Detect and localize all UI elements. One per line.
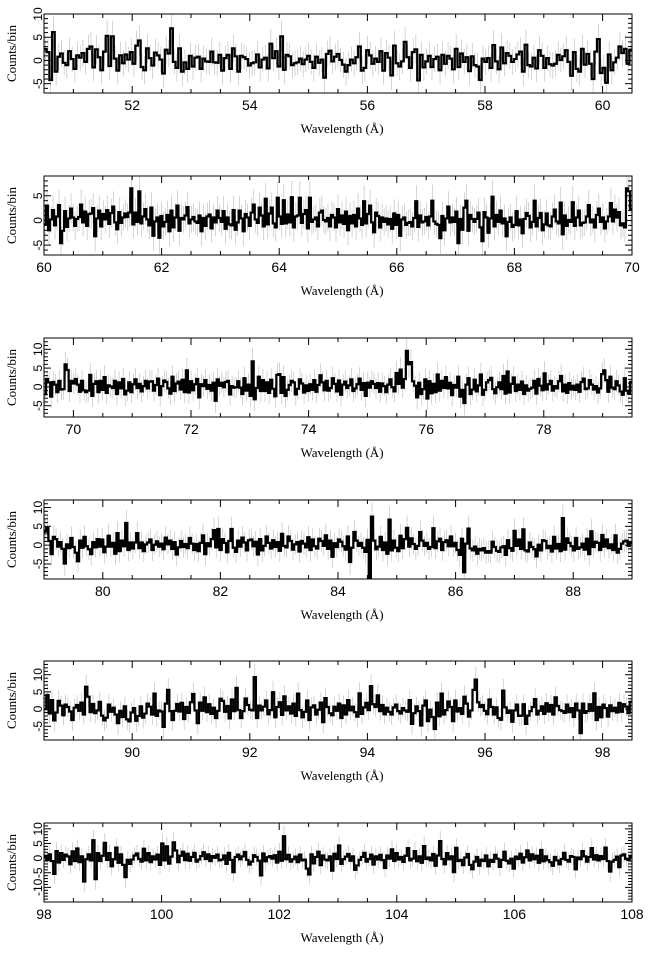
y-tick-label: -5 xyxy=(31,721,45,732)
x-axis-title: Wavelength (Å) xyxy=(300,445,383,460)
spectrum-step-line xyxy=(44,835,632,883)
x-tick-label: 108 xyxy=(620,906,644,922)
panel-4: 80 82 84 86 88 -5 0 5 10 Wavelength (Å) Counts/bin xyxy=(4,499,633,622)
y-tick-label: 10 xyxy=(31,501,45,515)
y-tick-label: -5 xyxy=(31,400,45,411)
x-tick-label: 52 xyxy=(124,97,140,113)
y-tick-label: 0 xyxy=(31,541,45,548)
x-tick-label: 72 xyxy=(183,421,199,437)
panel-2: 60 62 64 66 68 70 -5 0 5 Wavelength (Å) Counts/bin xyxy=(4,175,640,298)
x-tick-label: 58 xyxy=(477,97,493,113)
y-tick-label: 5 xyxy=(31,34,45,41)
x-tick-label: 94 xyxy=(360,744,376,760)
spectrum-step-line xyxy=(44,515,632,579)
y-tick-label: 0 xyxy=(31,57,45,64)
x-axis-title: Wavelength (Å) xyxy=(300,930,383,945)
x-tick-label: 92 xyxy=(242,744,258,760)
x-tick-label: 54 xyxy=(242,97,258,113)
y-axis-title: Counts/bin xyxy=(4,348,19,406)
y-axis-title: Counts/bin xyxy=(4,24,19,82)
x-tick-label: 90 xyxy=(124,744,140,760)
y-tick-label: 10 xyxy=(31,668,45,682)
x-tick-label: 66 xyxy=(389,259,405,275)
y-axis-title: Counts/bin xyxy=(4,671,19,729)
x-tick-label: 76 xyxy=(418,421,434,437)
x-tick-label: 68 xyxy=(507,259,523,275)
x-tick-label: 104 xyxy=(385,906,409,922)
panel-6: 98 100 102 104 106 108 -10-5 0 5 10 Wavelength (Å)… xyxy=(4,822,644,945)
x-tick-label: 88 xyxy=(565,583,581,599)
y-tick-label: 5 xyxy=(31,523,45,530)
x-tick-label: 102 xyxy=(268,906,292,922)
y-tick-label: 5 xyxy=(31,192,45,199)
x-tick-label: 64 xyxy=(271,259,287,275)
x-tick-label: 60 xyxy=(36,259,52,275)
y-tick-label: 0 xyxy=(31,217,45,224)
x-tick-label: 86 xyxy=(448,583,464,599)
x-axis-title: Wavelength (Å) xyxy=(300,607,383,622)
x-tick-label: 100 xyxy=(150,906,174,922)
panel-1: 52 54 56 58 60 -5 0 5 10 Wavelength (Å) Counts/bin xyxy=(4,7,633,136)
x-tick-label: 106 xyxy=(503,906,527,922)
x-tick-label: 84 xyxy=(330,583,346,599)
x-tick-label: 98 xyxy=(36,906,52,922)
x-axis-title: Wavelength (Å) xyxy=(300,768,383,783)
y-tick-label: -5 xyxy=(31,558,45,569)
x-tick-label: 82 xyxy=(213,583,229,599)
panel-3: 70 72 74 76 78 -5 0 5 10 Wavelength (Å) Counts/bin xyxy=(4,337,633,460)
x-tick-label: 62 xyxy=(154,259,170,275)
spectrum-step-line xyxy=(44,676,632,735)
x-tick-label: 74 xyxy=(301,421,317,437)
spectrum-step-line xyxy=(44,187,632,245)
x-tick-label: 80 xyxy=(95,583,111,599)
y-tick-label: 0 xyxy=(31,854,45,861)
y-tick-label: -10 xyxy=(31,878,45,896)
y-tick-label: 10 xyxy=(31,7,45,21)
x-axis-title: Wavelength (Å) xyxy=(300,121,383,136)
x-tick-label: 70 xyxy=(624,259,640,275)
y-tick-label: -5 xyxy=(31,867,45,878)
x-tick-label: 98 xyxy=(595,744,611,760)
x-axis-title: Wavelength (Å) xyxy=(300,283,383,298)
y-tick-label: -5 xyxy=(31,239,45,250)
spectrum-step-line xyxy=(44,349,632,405)
y-tick-label: -5 xyxy=(31,78,45,89)
y-tick-label: 10 xyxy=(31,342,45,356)
y-axis-title: Counts/bin xyxy=(4,510,19,568)
y-tick-label: 10 xyxy=(31,822,45,836)
panel-5: 90 92 94 96 98 -5 0 5 10 Wavelength (Å) Counts/bin xyxy=(4,660,633,783)
x-tick-label: 70 xyxy=(66,421,82,437)
y-axis-title: Counts/bin xyxy=(4,186,19,244)
x-tick-label: 60 xyxy=(595,97,611,113)
y-tick-label: 0 xyxy=(31,383,45,390)
x-tick-label: 96 xyxy=(477,744,493,760)
y-tick-label: 0 xyxy=(31,705,45,712)
y-axis-title: Counts/bin xyxy=(4,833,19,891)
spectrum-step-line xyxy=(44,27,632,84)
x-tick-label: 78 xyxy=(536,421,552,437)
y-tick-label: 5 xyxy=(31,840,45,847)
y-tick-label: 5 xyxy=(31,364,45,371)
x-tick-label: 56 xyxy=(360,97,376,113)
plot-frame xyxy=(43,660,633,741)
y-tick-label: 5 xyxy=(31,688,45,695)
